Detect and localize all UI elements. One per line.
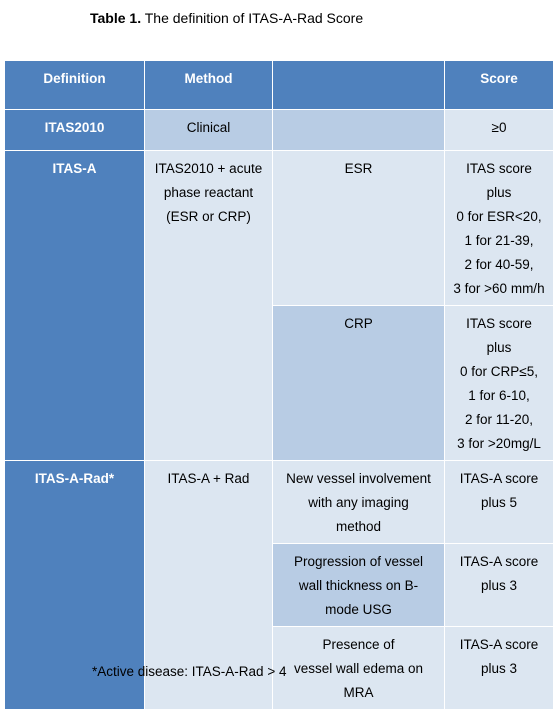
itas-definition-table: Definition Method Score ITAS2010 Clinica…: [4, 60, 554, 710]
footnote: *Active disease: ITAS-A-Rad > 4: [92, 664, 287, 679]
score-esr: ITAS score plus 0 for ESR<20, 1 for 21-3…: [444, 150, 554, 306]
header-row: Definition Method Score: [4, 60, 554, 110]
sub-crp: CRP: [272, 305, 445, 461]
sub-progression: Progression of vessel wall thickness on …: [272, 543, 445, 627]
header-method: Method: [144, 60, 273, 110]
sub-edema: Presence of vessel wall edema on MRA: [272, 626, 445, 710]
table-row-itas-a-rad-progression: Progression of vessel wall thickness on …: [5, 543, 554, 627]
score-itas2010: ≥0: [444, 109, 554, 151]
table-row-itas-a-crp: CRP ITAS score plus 0 for CRP≤5, 1 for 6…: [5, 305, 554, 461]
method-itas-a-rad: ITAS-A + Rad: [144, 460, 273, 710]
method-itas-a: ITAS2010 + acute phase reactant (ESR or …: [144, 150, 273, 461]
definition-itas2010: ITAS2010: [4, 109, 145, 151]
score-new-vessel: ITAS-A score plus 5: [444, 460, 554, 544]
caption-label: Table 1.: [90, 10, 142, 26]
score-edema: ITAS-A score plus 3: [444, 626, 554, 710]
header-sub: [272, 60, 445, 110]
header-definition: Definition: [4, 60, 145, 110]
table-row-itas2010: ITAS2010 Clinical ≥0: [4, 109, 554, 151]
score-progression: ITAS-A score plus 3: [444, 543, 554, 627]
table-caption: Table 1. The definition of ITAS-A-Rad Sc…: [90, 10, 363, 26]
sub-esr: ESR: [272, 150, 445, 306]
definition-itas-a-rad: ITAS-A-Rad*: [4, 460, 145, 710]
sub-new-vessel: New vessel involvement with any imaging …: [272, 460, 445, 544]
score-crp: ITAS score plus 0 for CRP≤5, 1 for 6-10,…: [444, 305, 554, 461]
caption-text: The definition of ITAS-A-Rad Score: [141, 10, 364, 26]
definition-itas-a: ITAS-A: [4, 150, 145, 461]
header-score: Score: [444, 60, 554, 110]
sub-itas2010: [272, 109, 445, 151]
table-row-itas-a-esr: ITAS-A ITAS2010 + acute phase reactant (…: [4, 150, 554, 461]
method-itas2010: Clinical: [144, 109, 273, 151]
table-row-itas-a-rad-new-vessel: ITAS-A-Rad* ITAS-A + Rad New vessel invo…: [4, 460, 554, 710]
